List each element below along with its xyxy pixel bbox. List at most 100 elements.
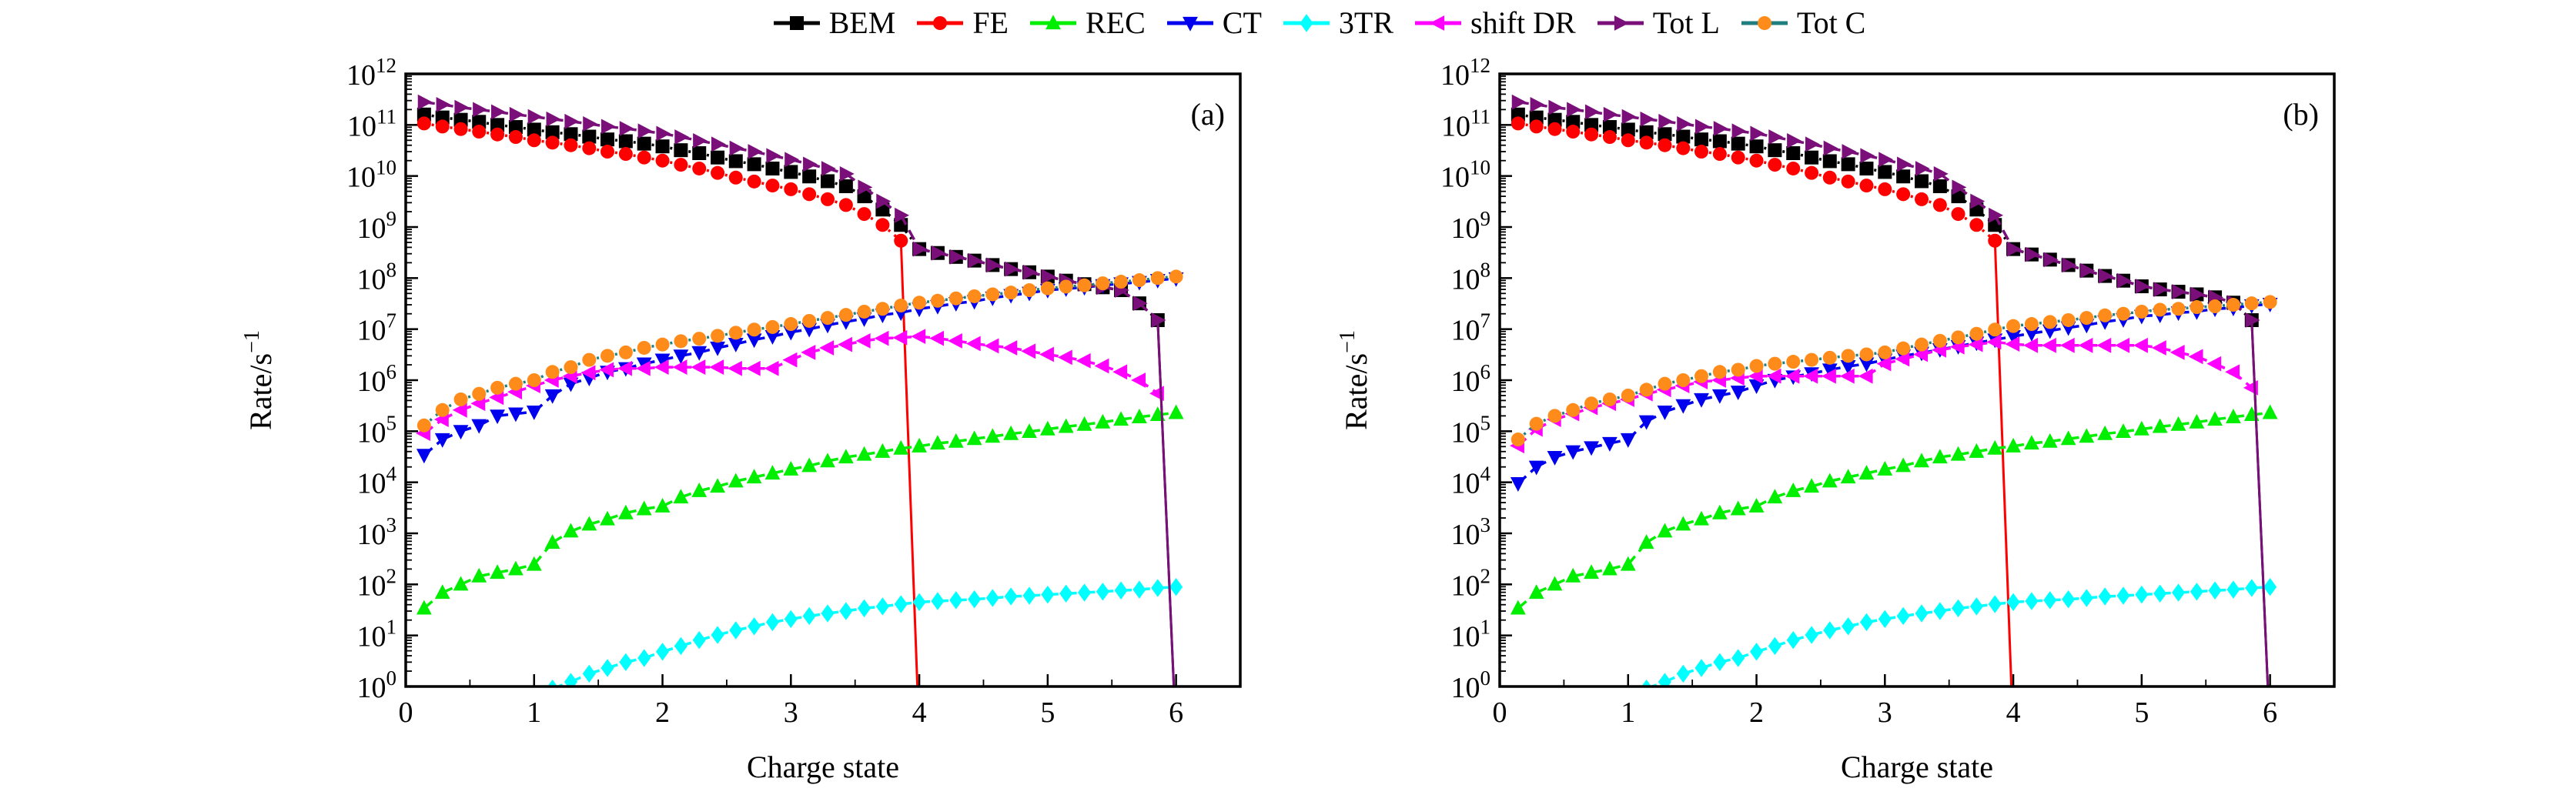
data-point	[1584, 104, 1600, 120]
data-point	[1876, 356, 1892, 372]
data-point	[1567, 102, 1582, 118]
data-point	[1039, 420, 1055, 436]
data-point	[2152, 418, 2168, 433]
data-point	[1713, 653, 1727, 672]
data-point	[526, 406, 542, 420]
data-point	[2060, 430, 2076, 446]
data-point	[2115, 337, 2130, 353]
data-point	[1169, 269, 1183, 284]
data-point	[1932, 198, 1947, 212]
data-point	[1041, 269, 1056, 285]
data-point	[2135, 585, 2149, 604]
data-point	[1132, 580, 1146, 599]
data-point	[600, 510, 615, 526]
data-point	[1547, 409, 1562, 423]
data-point	[1969, 218, 1984, 232]
data-point	[1859, 347, 1874, 362]
x-tick-label: 6	[1169, 696, 1183, 729]
series-line-segment	[1554, 127, 1574, 133]
series-line-segment	[2031, 320, 2050, 326]
data-point	[1896, 187, 1911, 202]
data-point	[1114, 581, 1128, 600]
series-line-segment	[899, 240, 919, 686]
data-point	[526, 556, 542, 571]
series-line-segment	[1701, 138, 1721, 143]
data-point	[802, 313, 817, 328]
data-point	[416, 600, 432, 615]
data-point	[986, 257, 1002, 273]
data-point	[875, 302, 890, 316]
data-point	[875, 218, 890, 232]
series-line-segment	[2196, 305, 2216, 309]
legend-label: Tot L	[1652, 5, 1720, 40]
data-point	[1096, 276, 1110, 291]
data-point	[2226, 409, 2241, 423]
legend-marker	[1430, 15, 1445, 31]
y-tick-label: 1010	[1440, 156, 1490, 194]
series-tot-c	[417, 269, 1183, 433]
legend-swatch	[917, 15, 964, 30]
data-point	[1932, 179, 1947, 193]
data-point	[655, 139, 670, 154]
data-point	[802, 187, 817, 202]
data-point	[710, 478, 725, 493]
data-point	[1896, 169, 1911, 184]
data-point	[1878, 345, 1892, 359]
data-point	[1151, 312, 1166, 328]
y-tick-label: 106	[357, 360, 397, 398]
data-point	[1640, 111, 1655, 127]
data-point	[1877, 460, 1893, 476]
data-point	[674, 129, 690, 145]
data-point	[637, 136, 651, 151]
data-point	[784, 182, 798, 196]
x-tick-label: 3	[784, 696, 798, 729]
data-point	[1132, 409, 1147, 423]
data-point	[1878, 182, 1892, 196]
data-point	[2099, 268, 2113, 284]
data-point	[1878, 165, 1892, 179]
data-point	[1510, 116, 1525, 131]
x-tick-label: 3	[1878, 696, 1892, 729]
data-point	[1602, 436, 1618, 452]
data-point	[691, 346, 708, 361]
data-point	[1584, 118, 1599, 132]
data-point	[564, 113, 580, 129]
data-point	[876, 193, 892, 209]
series-line-segment	[2233, 302, 2252, 306]
legend-swatch	[773, 15, 820, 30]
data-point	[1530, 97, 1545, 112]
data-point	[547, 680, 558, 686]
legend-swatch	[1741, 15, 1788, 30]
data-point	[728, 170, 743, 185]
data-point	[839, 602, 853, 620]
data-point	[1004, 587, 1018, 606]
data-point	[1548, 99, 1564, 115]
data-point	[783, 460, 799, 476]
data-point	[1951, 207, 1965, 222]
series-line-segment	[992, 291, 1012, 296]
data-point	[1786, 146, 1801, 161]
series-fe	[417, 116, 919, 686]
legend-marker	[1300, 13, 1313, 32]
data-point	[766, 148, 781, 164]
data-point	[417, 116, 431, 131]
data-point	[711, 165, 725, 180]
data-point	[1749, 139, 1764, 154]
data-point	[2043, 591, 2057, 610]
data-point	[709, 359, 724, 375]
data-point	[1895, 351, 1910, 367]
data-point	[2062, 257, 2077, 273]
data-point	[564, 127, 578, 142]
data-point	[1022, 586, 1036, 605]
data-point	[821, 192, 835, 206]
data-point	[765, 319, 780, 334]
x-tick-label: 4	[912, 696, 927, 729]
data-point	[1915, 604, 1929, 623]
panel-a: 1001011021031041051061071081091010101110…	[240, 54, 1242, 784]
data-point	[1529, 119, 1544, 134]
data-point	[728, 326, 743, 340]
data-point	[472, 386, 487, 401]
data-point	[1022, 423, 1037, 439]
data-point	[1822, 363, 1838, 379]
data-point	[2226, 580, 2240, 599]
